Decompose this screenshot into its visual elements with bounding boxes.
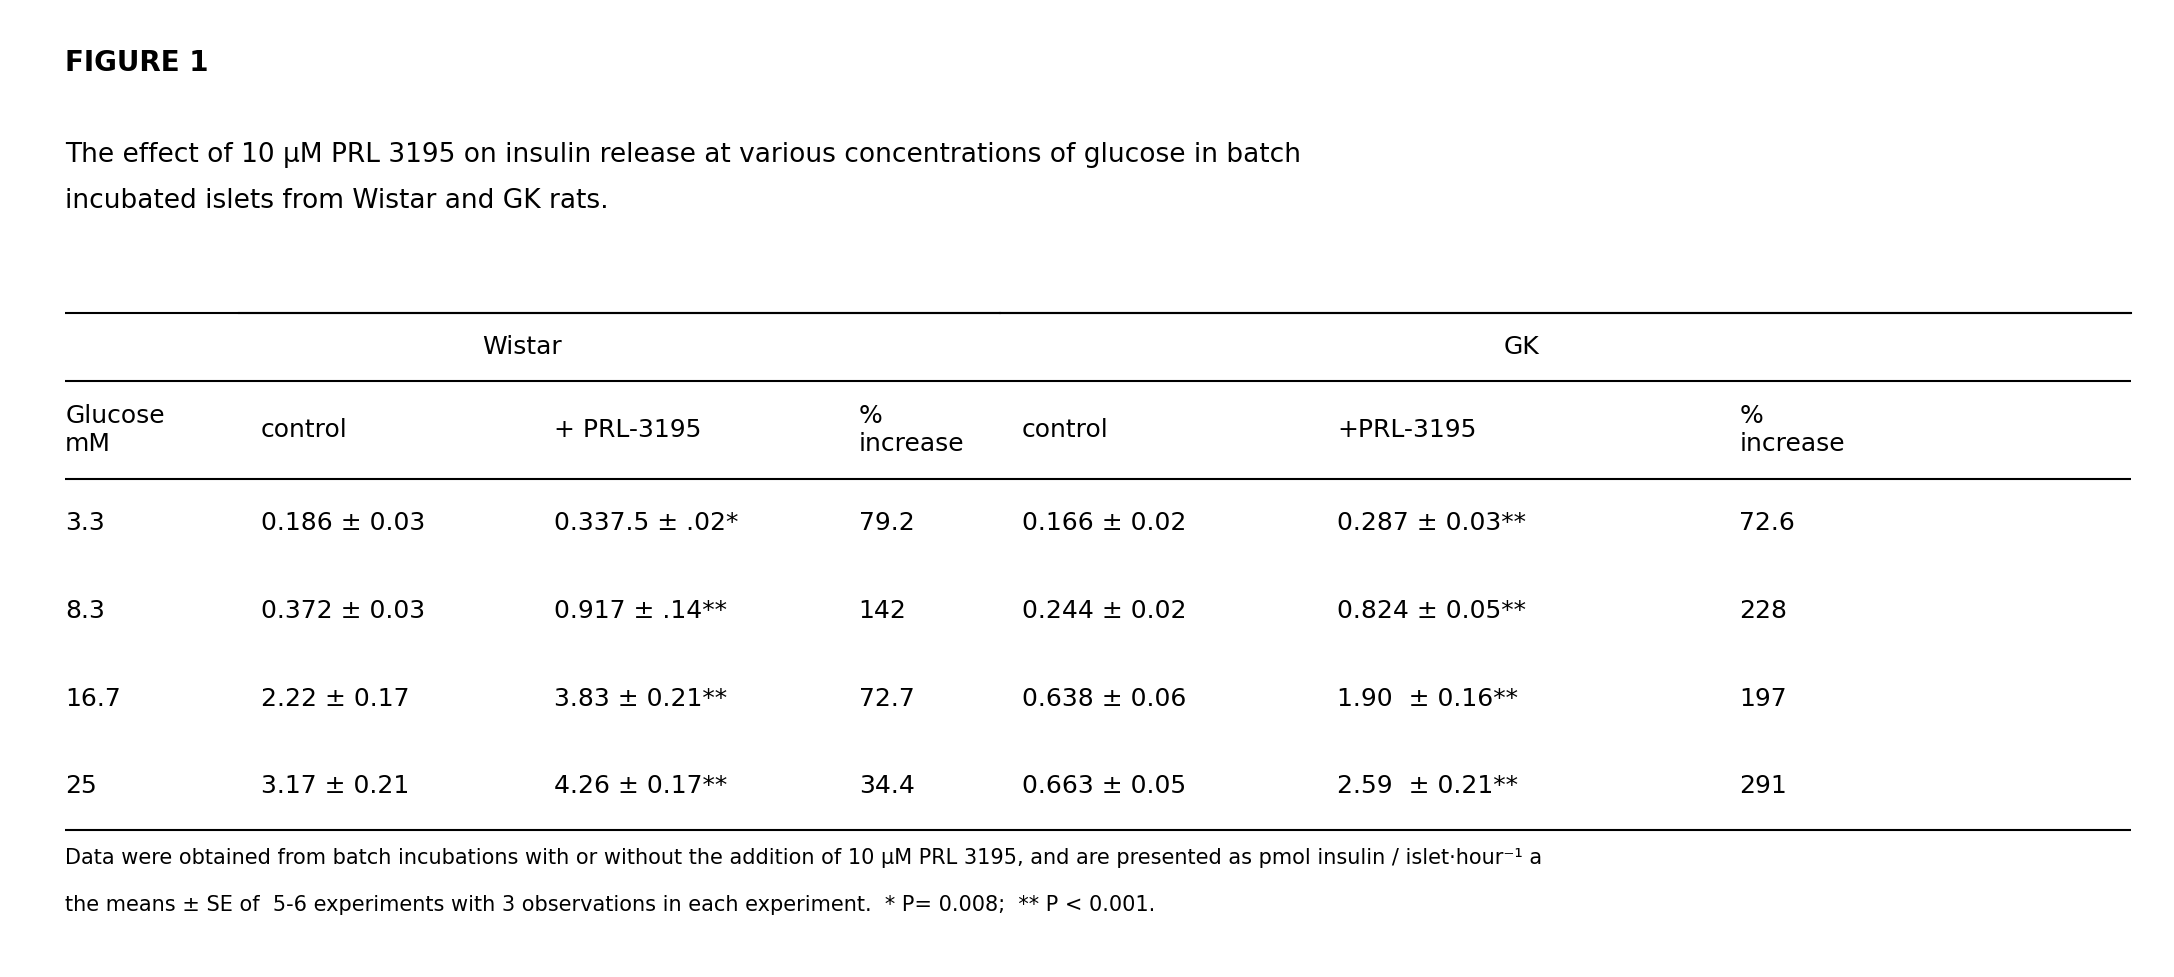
Text: 34.4: 34.4	[859, 775, 915, 798]
Text: Wistar: Wistar	[483, 335, 561, 359]
Text: 2.22 ± 0.17: 2.22 ± 0.17	[261, 687, 409, 710]
Text: 72.6: 72.6	[1739, 511, 1796, 534]
Text: 8.3: 8.3	[65, 599, 104, 622]
Text: +PRL-3195: +PRL-3195	[1337, 418, 1476, 442]
Text: 0.186 ± 0.03: 0.186 ± 0.03	[261, 511, 426, 534]
Text: 25: 25	[65, 775, 98, 798]
Text: 16.7: 16.7	[65, 687, 122, 710]
Text: control: control	[261, 418, 348, 442]
Text: incubated islets from Wistar and GK rats.: incubated islets from Wistar and GK rats…	[65, 188, 609, 214]
Text: 2.59  ± 0.21**: 2.59 ± 0.21**	[1337, 775, 1517, 798]
Text: 79.2: 79.2	[859, 511, 915, 534]
Text: FIGURE 1: FIGURE 1	[65, 49, 209, 77]
Text: 72.7: 72.7	[859, 687, 915, 710]
Text: 197: 197	[1739, 687, 1787, 710]
Text: 0.337.5 ± .02*: 0.337.5 ± .02*	[554, 511, 739, 534]
Text: 0.287 ± 0.03**: 0.287 ± 0.03**	[1337, 511, 1526, 534]
Text: 142: 142	[859, 599, 907, 622]
Text: 1.90  ± 0.16**: 1.90 ± 0.16**	[1337, 687, 1517, 710]
Text: 0.663 ± 0.05: 0.663 ± 0.05	[1022, 775, 1185, 798]
Text: the means ± SE of  5-6 experiments with 3 observations in each experiment.  * P=: the means ± SE of 5-6 experiments with 3…	[65, 895, 1154, 914]
Text: 291: 291	[1739, 775, 1787, 798]
Text: 0.244 ± 0.02: 0.244 ± 0.02	[1022, 599, 1187, 622]
Text: + PRL-3195: + PRL-3195	[554, 418, 702, 442]
Text: 3.83 ± 0.21**: 3.83 ± 0.21**	[554, 687, 728, 710]
Text: Data were obtained from batch incubations with or without the addition of 10 μM : Data were obtained from batch incubation…	[65, 848, 1541, 868]
Text: %
increase: % increase	[859, 404, 965, 456]
Text: 228: 228	[1739, 599, 1787, 622]
Text: GK: GK	[1504, 335, 1539, 359]
Text: control: control	[1022, 418, 1109, 442]
Text: Glucose
mM: Glucose mM	[65, 404, 165, 456]
Text: 3.3: 3.3	[65, 511, 104, 534]
Text: 3.17 ± 0.21: 3.17 ± 0.21	[261, 775, 409, 798]
Text: 0.372 ± 0.03: 0.372 ± 0.03	[261, 599, 424, 622]
Text: 4.26 ± 0.17**: 4.26 ± 0.17**	[554, 775, 728, 798]
Text: 0.638 ± 0.06: 0.638 ± 0.06	[1022, 687, 1187, 710]
Text: 0.917 ± .14**: 0.917 ± .14**	[554, 599, 728, 622]
Text: The effect of 10 μM PRL 3195 on insulin release at various concentrations of glu: The effect of 10 μM PRL 3195 on insulin …	[65, 142, 1302, 168]
Text: 0.824 ± 0.05**: 0.824 ± 0.05**	[1337, 599, 1526, 622]
Text: %
increase: % increase	[1739, 404, 1846, 456]
Text: 0.166 ± 0.02: 0.166 ± 0.02	[1022, 511, 1187, 534]
